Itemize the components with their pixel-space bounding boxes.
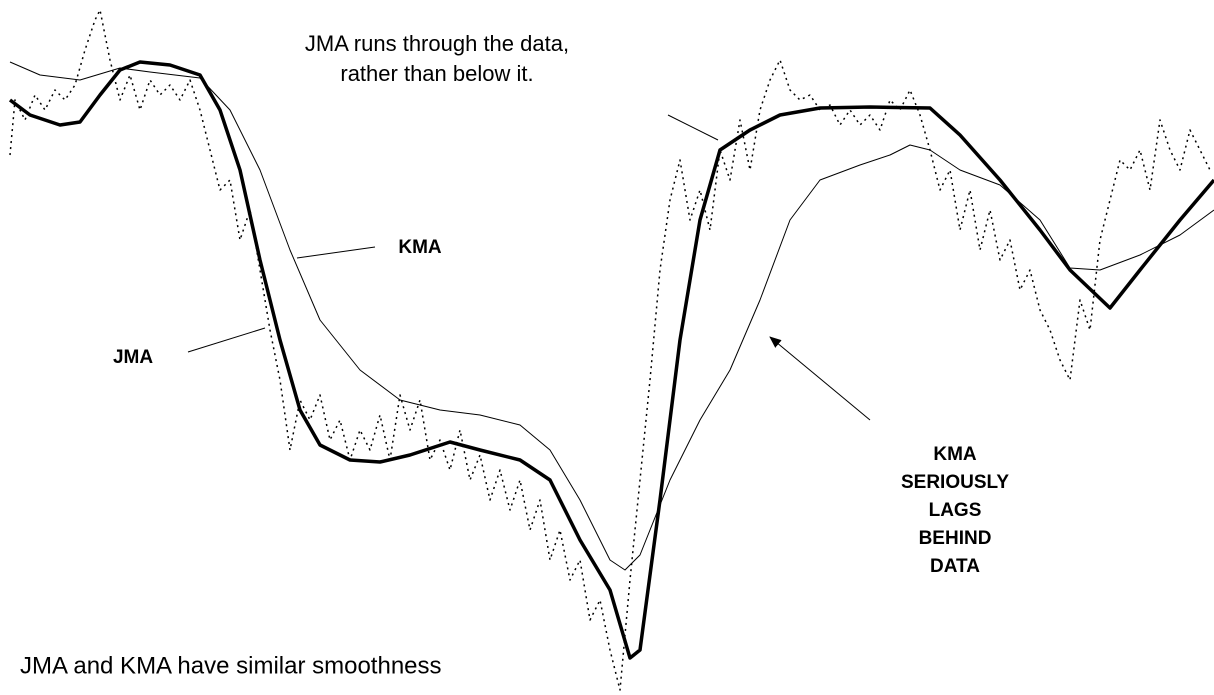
series-line: [8, 60, 1214, 660]
annotation: LAGS: [929, 500, 982, 521]
series-line: [9, 61, 1214, 571]
pointer: [187, 327, 266, 353]
pointer: [296, 246, 376, 259]
pointer: [667, 114, 719, 141]
arrow: [769, 336, 871, 421]
annotation: DATA: [930, 556, 980, 577]
annotation: BEHIND: [919, 528, 992, 549]
annotation: SERIOUSLY: [901, 472, 1009, 493]
series-label: KMA: [398, 237, 442, 258]
plot-area: [8, 9, 1214, 691]
annotation: JMA runs through the data,: [305, 31, 569, 56]
annotation: KMA: [933, 444, 977, 465]
annotation: JMA and KMA have similar smoothness: [20, 652, 442, 679]
annotation: rather than below it.: [340, 61, 533, 86]
series-label: JMA: [113, 347, 153, 368]
